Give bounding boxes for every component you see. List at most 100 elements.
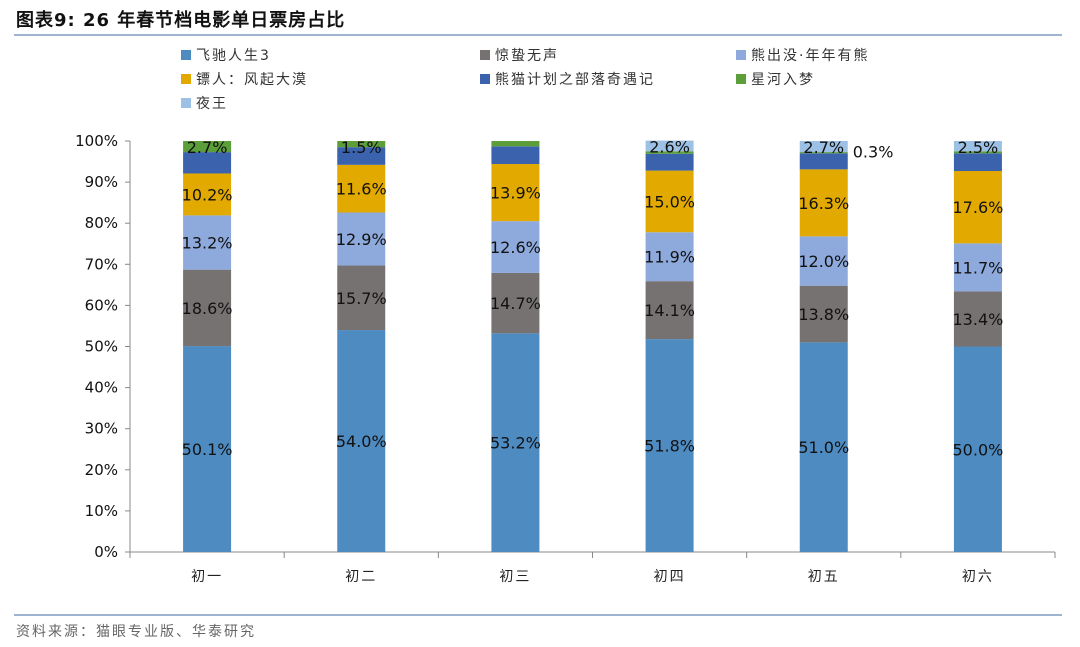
data-label: 17.6% [953, 198, 1004, 217]
data-label: 13.9% [490, 184, 541, 203]
data-label: 2.7% [187, 138, 228, 157]
data-label: 51.8% [644, 437, 695, 456]
legend-label: 熊出没·年年有熊 [751, 48, 869, 64]
bar-segment [183, 346, 232, 552]
data-label: 15.0% [644, 192, 695, 211]
data-label: 13.2% [182, 234, 233, 253]
bar-segment [953, 151, 1002, 154]
bar-segment [799, 169, 848, 237]
source-note: 资料来源：猫眼专业版、华泰研究 [16, 624, 256, 640]
data-label: 2.5% [958, 138, 999, 157]
data-label: 14.1% [644, 301, 695, 320]
legend-label: 飞驰人生3 [196, 48, 271, 64]
data-label: 0.3% [853, 143, 894, 162]
bar-segment [491, 146, 540, 165]
bar-segment [183, 173, 232, 216]
bar-segment [337, 164, 386, 213]
bar-segment [799, 236, 848, 286]
bar-segment [953, 141, 1002, 152]
bar-segment [953, 243, 1002, 292]
x-tick-label: 初一 [191, 568, 223, 585]
bar-segment [953, 171, 1002, 244]
data-label: 2.7% [803, 138, 844, 157]
legend-swatch [736, 50, 746, 60]
data-label: 51.0% [798, 438, 849, 457]
legend-swatch [480, 50, 490, 60]
legend-swatch [181, 50, 191, 60]
y-tick-label: 20% [85, 461, 118, 479]
bar-segment [491, 272, 540, 334]
y-tick-label: 30% [85, 420, 118, 438]
data-label: 13.4% [953, 310, 1004, 329]
legend-label: 夜王 [196, 96, 228, 112]
y-tick-label: 0% [94, 543, 118, 561]
data-label: 50.1% [182, 440, 233, 459]
bar-segment [337, 147, 386, 165]
data-label: 12.0% [798, 252, 849, 271]
x-tick-label: 初六 [962, 568, 994, 585]
bar-segment [953, 291, 1002, 347]
x-tick-label: 初四 [654, 568, 686, 585]
data-label: 11.6% [336, 180, 387, 199]
data-label: 54.0% [336, 432, 387, 451]
bar-segment [799, 342, 848, 552]
data-label: 15.7% [336, 289, 387, 308]
bar-segment [799, 152, 848, 154]
y-tick-label: 70% [85, 255, 118, 273]
legend-swatch [480, 74, 490, 84]
bar-segment [645, 153, 694, 171]
header-divider [14, 34, 1062, 36]
legend-label: 镖人：风起大漠 [196, 72, 308, 88]
y-tick-label: 90% [85, 173, 118, 191]
bar-segment [645, 281, 694, 340]
bar-segment [799, 141, 848, 153]
data-label: 13.8% [798, 305, 849, 324]
bar-segment [645, 339, 694, 552]
legend-swatch [736, 74, 746, 84]
bar-segment [337, 212, 386, 266]
x-tick-label: 初二 [345, 568, 377, 585]
x-tick-label: 初三 [499, 568, 531, 585]
y-tick-label: 40% [85, 379, 118, 397]
bar-segment [337, 141, 386, 148]
bar-segment [337, 330, 386, 552]
data-label: 14.7% [490, 294, 541, 313]
bar-segment [491, 164, 540, 222]
y-tick-label: 100% [75, 132, 118, 150]
legend-swatch [181, 74, 191, 84]
data-label: 53.2% [490, 434, 541, 453]
figure-title: 图表9: 26 年春节档电影单日票房占比 [16, 10, 346, 31]
legend-label: 熊猫计划之部落奇遇记 [495, 71, 655, 88]
data-label: 50.0% [953, 440, 1004, 459]
data-label: 16.3% [798, 194, 849, 213]
bar-segment [645, 232, 694, 282]
x-tick-label: 初五 [808, 568, 840, 585]
bar-segment [799, 153, 848, 170]
bar-segment [799, 285, 848, 343]
bar-segment [491, 221, 540, 273]
legend-swatch [181, 98, 191, 108]
y-tick-label: 80% [85, 214, 118, 232]
data-label: 10.2% [182, 185, 233, 204]
bar-segment [183, 141, 232, 153]
bar-segment [183, 269, 232, 347]
data-label: 12.6% [490, 238, 541, 257]
y-tick-label: 60% [85, 296, 118, 314]
data-label: 12.9% [336, 230, 387, 249]
bar-segment [953, 346, 1002, 552]
bar-segment [491, 333, 540, 552]
legend-label: 星河入梦 [751, 72, 815, 88]
data-label: 18.6% [182, 299, 233, 318]
bar-segment [645, 140, 694, 152]
bar-segment [183, 215, 232, 270]
data-label: 2.6% [649, 138, 690, 157]
bar-segment [953, 153, 1002, 172]
data-label: 11.9% [644, 248, 695, 267]
data-label: 1.5% [341, 138, 382, 157]
bar-segment [645, 170, 694, 233]
bar-segment [491, 141, 540, 147]
bar-segment [337, 265, 386, 331]
y-tick-label: 50% [85, 338, 118, 356]
bar-segment [183, 152, 232, 174]
